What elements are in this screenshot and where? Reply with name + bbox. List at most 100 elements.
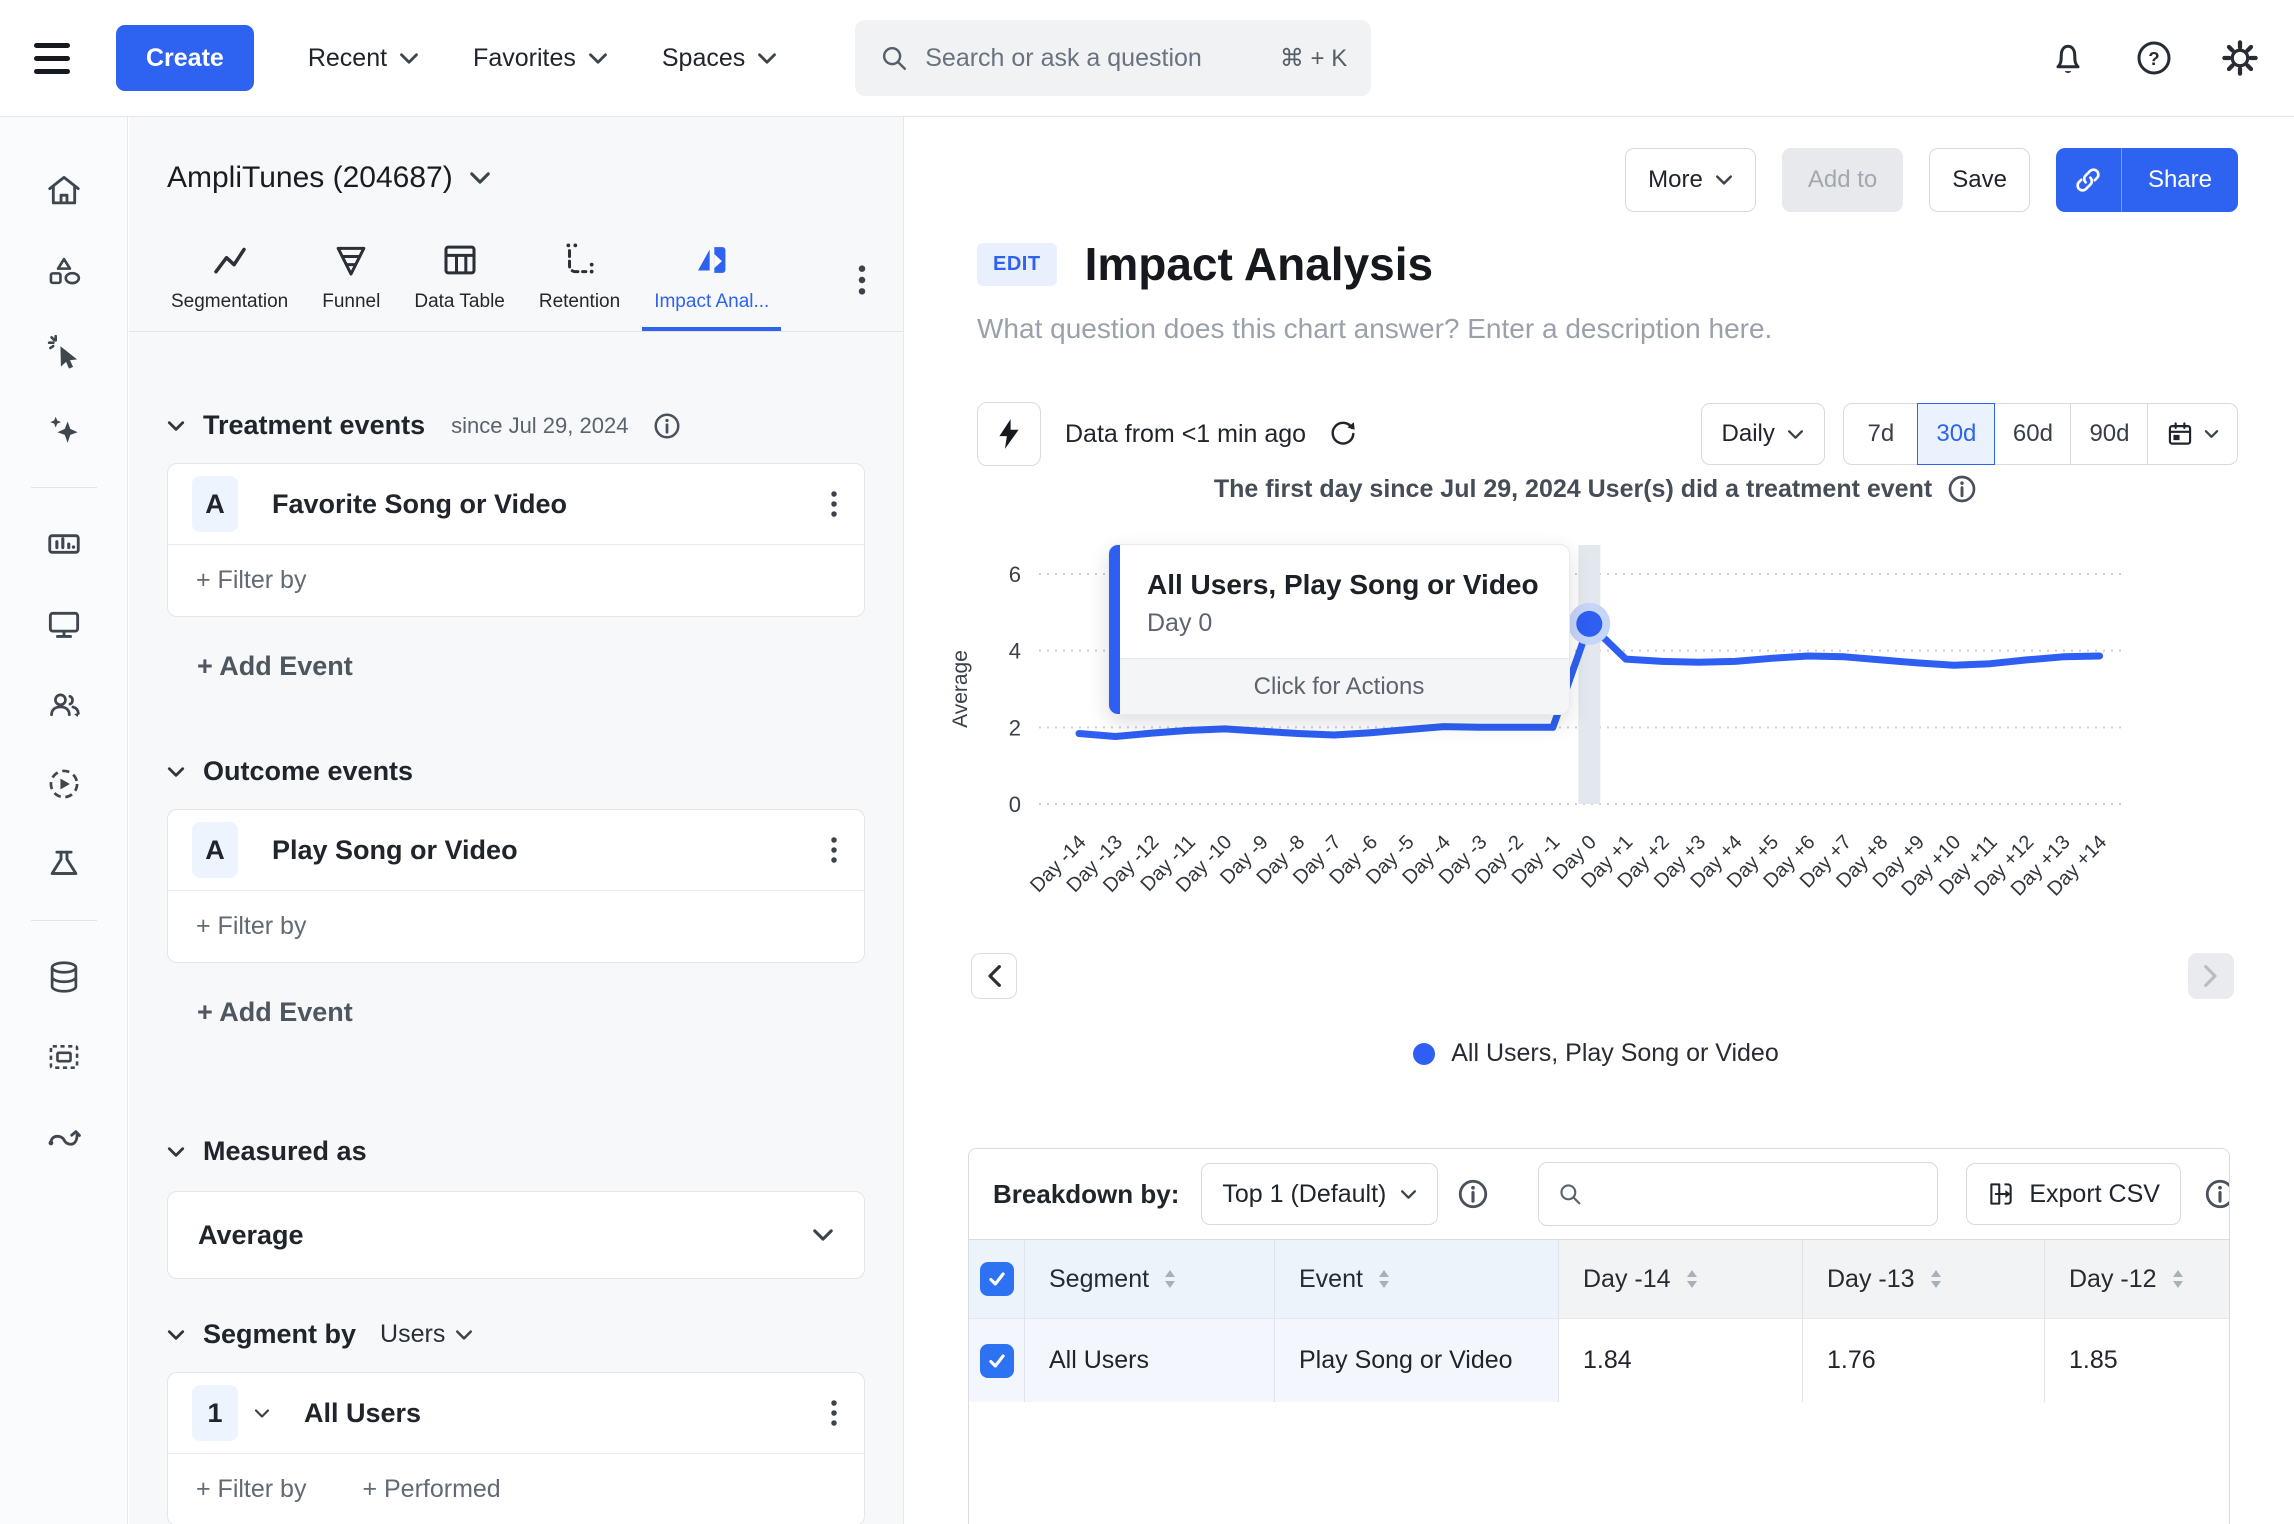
notifications-bell-icon[interactable]: [2048, 38, 2088, 78]
lightning-icon[interactable]: [977, 402, 1041, 466]
add-to-button[interactable]: Add to: [1781, 148, 1904, 212]
performed-link[interactable]: + Performed: [362, 1475, 501, 1503]
export-icon: [1987, 1180, 2015, 1208]
tab-impact-analysis[interactable]: Impact Anal...: [642, 239, 782, 331]
info-icon[interactable]: [2203, 1177, 2229, 1211]
svg-text:4: 4: [1009, 639, 1021, 664]
add-event-link[interactable]: + Add Event: [197, 651, 353, 681]
chevron-down-icon[interactable]: [254, 1408, 270, 1419]
row-checkbox[interactable]: [979, 1343, 1014, 1378]
select-all-checkbox[interactable]: [979, 1262, 1014, 1296]
objects-shapes-icon[interactable]: [36, 243, 92, 299]
column-header-day-12[interactable]: Day -12: [2045, 1240, 2229, 1318]
hamburger-menu-icon[interactable]: [34, 36, 78, 80]
nav-spaces[interactable]: Spaces: [662, 44, 777, 73]
collapse-caret-icon[interactable]: [167, 766, 185, 778]
section-title: Treatment events: [203, 410, 426, 440]
ai-sparkles-icon[interactable]: [36, 403, 92, 459]
interval-dropdown[interactable]: Daily: [1700, 403, 1825, 465]
column-header-day-13[interactable]: Day -13: [1803, 1240, 2045, 1318]
event-name[interactable]: Play Song or Video: [272, 834, 518, 865]
sort-icon: [1163, 1268, 1177, 1290]
project-selector[interactable]: AmpliTunes (204687): [167, 161, 865, 195]
segment-name[interactable]: All Users: [304, 1397, 422, 1428]
tooltip-action[interactable]: Click for Actions: [1109, 658, 1569, 714]
info-icon[interactable]: [652, 411, 682, 441]
dashboard-monitor-icon[interactable]: [36, 596, 92, 652]
page-title[interactable]: Impact Analysis: [1084, 238, 1434, 290]
session-replay-icon[interactable]: [36, 756, 92, 812]
event-options-kebab-icon[interactable]: [828, 489, 840, 519]
journeys-path-icon[interactable]: [36, 1109, 92, 1165]
svg-text:6: 6: [1009, 562, 1021, 587]
column-header-event[interactable]: Event: [1275, 1240, 1559, 1318]
settings-gear-icon[interactable]: [2220, 38, 2260, 78]
column-header-day-14[interactable]: Day -14: [1559, 1240, 1803, 1318]
filter-by-link[interactable]: + Filter by: [196, 912, 307, 940]
filter-by-link[interactable]: + Filter by: [196, 566, 307, 594]
chevron-down-icon: [1715, 174, 1733, 186]
more-button[interactable]: More: [1625, 148, 1756, 212]
data-database-icon[interactable]: [36, 949, 92, 1005]
nav-recent[interactable]: Recent: [308, 44, 419, 73]
chart-tooltip: All Users, Play Song or Video Day 0 Clic…: [1108, 544, 1570, 715]
collapse-caret-icon[interactable]: [167, 1146, 185, 1158]
tab-segmentation[interactable]: Segmentation: [159, 239, 300, 331]
breakdown-search[interactable]: [1538, 1162, 1939, 1226]
data-table-icon: [439, 239, 481, 281]
tab-retention[interactable]: Retention: [527, 239, 632, 331]
outcome-event-card: A Play Song or Video + Filter by: [167, 809, 865, 963]
description-placeholder[interactable]: What question does this chart answer? En…: [977, 313, 1773, 344]
breakdown-top-selector[interactable]: Top 1 (Default): [1201, 1163, 1439, 1225]
copy-link-icon[interactable]: [2055, 148, 2122, 212]
add-event-link[interactable]: + Add Event: [197, 997, 353, 1027]
cohort-frame-icon[interactable]: [36, 1029, 92, 1085]
search-input[interactable]: [925, 43, 1264, 73]
chart-prev-arrow[interactable]: [971, 953, 1017, 999]
collapse-caret-icon[interactable]: [167, 1329, 185, 1341]
edit-mode-badge: EDIT: [977, 242, 1057, 286]
users-icon[interactable]: [36, 676, 92, 732]
magic-click-icon[interactable]: [36, 323, 92, 379]
tab-data-table[interactable]: Data Table: [402, 239, 517, 331]
event-badge: A: [192, 476, 238, 532]
save-button[interactable]: Save: [1929, 148, 2030, 212]
more-chart-types-kebab-icon[interactable]: [851, 263, 873, 331]
chevron-down-icon: [812, 1228, 834, 1242]
home-icon[interactable]: [36, 163, 92, 219]
info-icon[interactable]: [1456, 1177, 1490, 1211]
range-90d[interactable]: 90d: [2070, 403, 2149, 465]
range-30d[interactable]: 30d: [1917, 403, 1996, 465]
help-icon[interactable]: ?: [2134, 38, 2174, 78]
range-60d[interactable]: 60d: [1993, 403, 2072, 465]
column-header-segment[interactable]: Segment: [1025, 1240, 1275, 1318]
range-7d[interactable]: 7d: [1842, 403, 1919, 465]
filter-by-link[interactable]: + Filter by: [196, 1475, 307, 1503]
treatment-since-label: since Jul 29, 2024: [451, 412, 629, 438]
info-icon[interactable]: [1946, 473, 1978, 505]
share-button[interactable]: Share: [2121, 148, 2238, 212]
global-search[interactable]: ⌘ + K: [855, 20, 1372, 96]
tab-funnel[interactable]: Funnel: [310, 239, 392, 331]
breakdown-search-input[interactable]: [1597, 1179, 1920, 1209]
create-button[interactable]: Create: [116, 25, 254, 91]
event-options-kebab-icon[interactable]: [828, 835, 840, 865]
chart-legend[interactable]: All Users, Play Song or Video: [941, 1039, 2251, 1068]
refresh-icon[interactable]: [1328, 419, 1358, 449]
measured-as-dropdown[interactable]: Average: [167, 1191, 865, 1279]
rail-divider: [30, 487, 97, 488]
metrics-board-icon[interactable]: [36, 516, 92, 572]
event-name[interactable]: Favorite Song or Video: [272, 488, 568, 519]
nav-favorites[interactable]: Favorites: [473, 44, 608, 73]
row-checkbox-cell: [969, 1318, 1025, 1402]
segment-mode-selector[interactable]: Users: [380, 1320, 473, 1349]
chart-config-sidebar: AmpliTunes (204687) Segmentation Funnel …: [129, 117, 904, 1524]
chart-next-arrow[interactable]: [2188, 953, 2234, 999]
export-csv-button[interactable]: Export CSV: [1966, 1163, 2181, 1225]
calendar-icon: [2166, 420, 2194, 448]
segment-options-kebab-icon[interactable]: [828, 1398, 840, 1428]
experiment-flask-icon[interactable]: [36, 836, 92, 892]
collapse-caret-icon[interactable]: [167, 420, 185, 432]
calendar-range-picker[interactable]: [2147, 403, 2238, 465]
